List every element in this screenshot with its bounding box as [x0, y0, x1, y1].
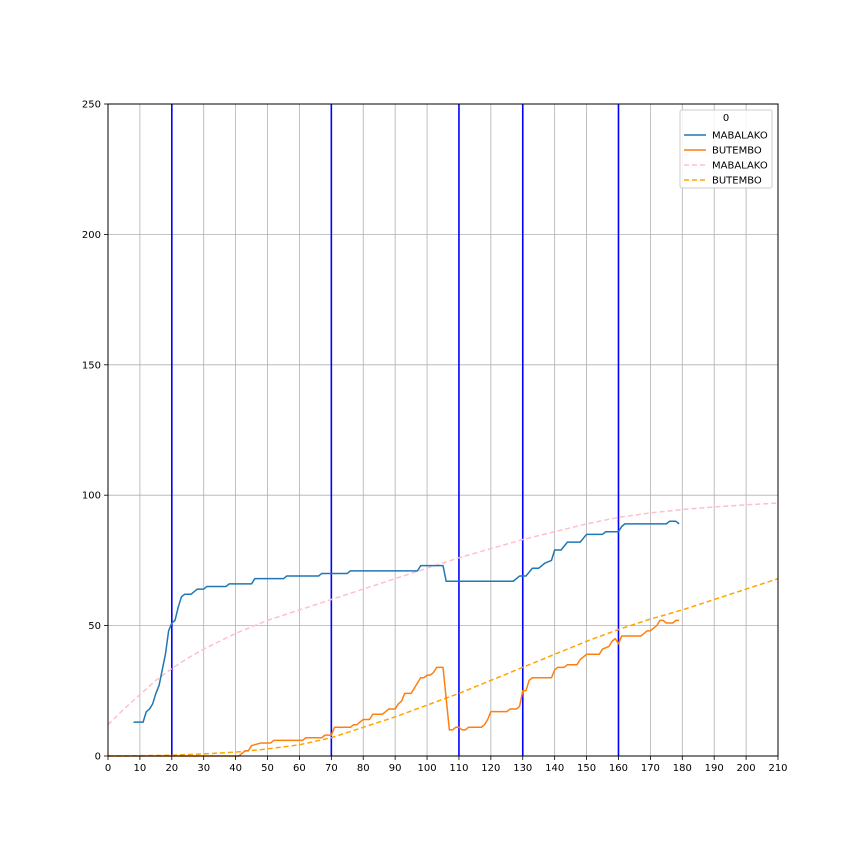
x-tick-label: 0 — [105, 763, 111, 774]
y-tick-label: 100 — [82, 491, 101, 502]
series — [107, 502, 779, 757]
x-tick-label: 90 — [389, 763, 402, 774]
y-tick-label: 250 — [82, 100, 101, 111]
x-tick-label: 20 — [165, 763, 178, 774]
legend-label: BUTEMBO — [712, 146, 762, 157]
x-tick-label: 160 — [609, 763, 628, 774]
x-tick-label: 70 — [325, 763, 338, 774]
x-tick-label: 50 — [261, 763, 274, 774]
x-tick-label: 130 — [513, 763, 532, 774]
x-tick-label: 60 — [293, 763, 306, 774]
series-line-mabalako — [133, 520, 680, 723]
plot-frame — [107, 103, 779, 757]
legend-box — [679, 109, 773, 189]
y-tick-label: 200 — [82, 230, 101, 241]
legend: 0 MABALAKO BUTEMBO MABALAKO BUTEMBO — [679, 109, 773, 189]
y-tick-label: 50 — [88, 621, 101, 632]
axis-ticks: 0 10 20 30 40 50 60 70 80 90 100 110 120 130 140 150 160… — [82, 100, 788, 775]
x-tick-label: 80 — [357, 763, 370, 774]
legend-label: MABALAKO — [712, 161, 768, 172]
legend-label: BUTEMBO — [712, 176, 762, 187]
x-tick-label: 150 — [577, 763, 596, 774]
x-tick-label: 200 — [737, 763, 756, 774]
y-tick-label: 0 — [95, 752, 101, 763]
x-tick-label: 110 — [449, 763, 468, 774]
x-tick-label: 180 — [673, 763, 692, 774]
series-line-butembo — [108, 619, 680, 757]
y-tick-label: 150 — [82, 360, 101, 371]
series-line-mabalako-fit — [107, 502, 779, 726]
x-tick-label: 170 — [641, 763, 660, 774]
x-tick-label: 120 — [481, 763, 500, 774]
x-tick-label: 140 — [545, 763, 564, 774]
vertical-markers — [171, 104, 620, 756]
legend-label: MABALAKO — [712, 131, 768, 142]
x-tick-label: 210 — [768, 763, 787, 774]
x-tick-label: 190 — [705, 763, 724, 774]
x-tick-label: 100 — [418, 763, 437, 774]
legend-title: 0 — [723, 113, 729, 124]
x-tick-label: 10 — [134, 763, 147, 774]
x-tick-label: 30 — [197, 763, 210, 774]
x-tick-label: 40 — [229, 763, 242, 774]
